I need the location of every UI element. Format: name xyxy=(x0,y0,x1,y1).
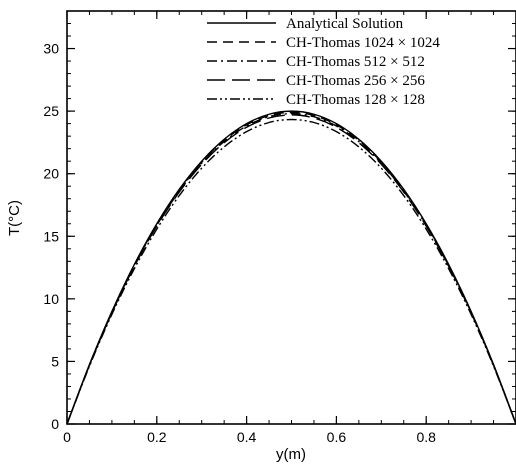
legend-label-3: CH-Thomas 256 × 256 xyxy=(286,73,425,89)
x-tick-label: 0.6 xyxy=(327,429,347,445)
legend: Analytical Solution CH-Thomas 1024 × 1024… xyxy=(207,16,440,108)
y-tick-label: 20 xyxy=(43,166,59,182)
x-axis-label: y(m) xyxy=(276,446,306,463)
series-line-3 xyxy=(66,114,516,425)
y-axis-label: T(°C) xyxy=(6,200,23,236)
x-tick-label: 0.4 xyxy=(237,429,257,445)
legend-label-2: CH-Thomas 512 × 512 xyxy=(286,54,425,70)
series-lines xyxy=(66,110,516,425)
x-tick-label: 0.8 xyxy=(416,429,436,445)
y-tick-label: 0 xyxy=(51,416,59,432)
y-tick-label: 15 xyxy=(43,228,59,244)
y-tick-label: 10 xyxy=(43,291,59,307)
x-tick-label: 0.2 xyxy=(147,429,167,445)
y-tick-label: 5 xyxy=(51,353,59,369)
x-tick-label: 0 xyxy=(63,429,71,445)
legend-label-4: CH-Thomas 128 × 128 xyxy=(286,92,425,108)
y-tick-label: 30 xyxy=(43,41,59,57)
axis-ticks: 0 0.2 0.4 0.6 0.8 0 5 10 15 20 25 30 xyxy=(43,11,516,445)
series-line-4 xyxy=(66,118,516,425)
legend-label-0: Analytical Solution xyxy=(286,16,404,32)
y-tick-label: 25 xyxy=(43,103,59,119)
legend-label-1: CH-Thomas 1024 × 1024 xyxy=(286,35,440,51)
